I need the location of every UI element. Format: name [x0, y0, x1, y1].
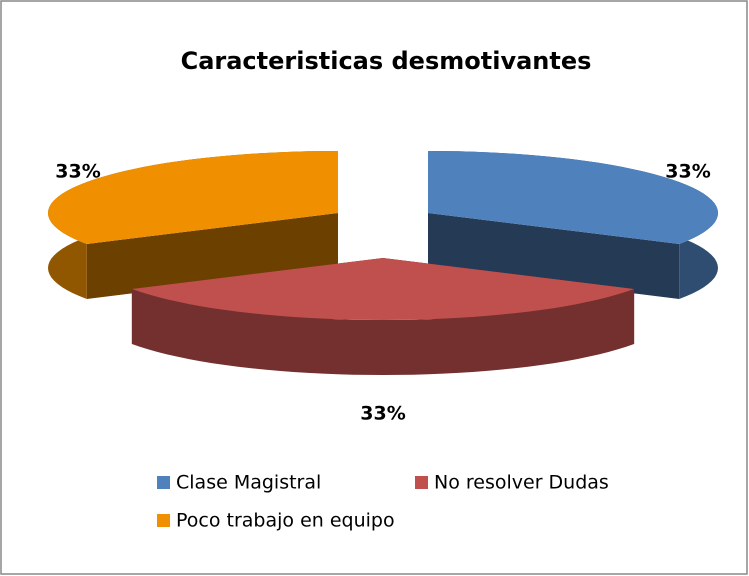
slice-side — [86, 213, 338, 299]
data-label: 33% — [665, 161, 710, 183]
slice-side — [428, 213, 680, 299]
slice-wall — [131, 289, 635, 375]
legend-swatch — [157, 514, 170, 527]
data-label: 33% — [55, 161, 100, 183]
legend-label: Poco trabajo en equipo — [176, 510, 395, 532]
data-label: 33% — [360, 403, 405, 425]
slice-top — [428, 151, 718, 244]
legend-swatch — [157, 476, 170, 489]
legend-swatch — [415, 476, 428, 489]
slice — [428, 151, 718, 299]
slice — [48, 151, 338, 299]
chart-title: Caracteristicas desmotivantes — [181, 47, 592, 75]
slice-top — [131, 258, 635, 320]
slice — [131, 258, 635, 375]
legend-label: Clase Magistral — [176, 472, 321, 494]
slice-top — [48, 151, 338, 244]
legend-label: No resolver Dudas — [434, 472, 609, 494]
